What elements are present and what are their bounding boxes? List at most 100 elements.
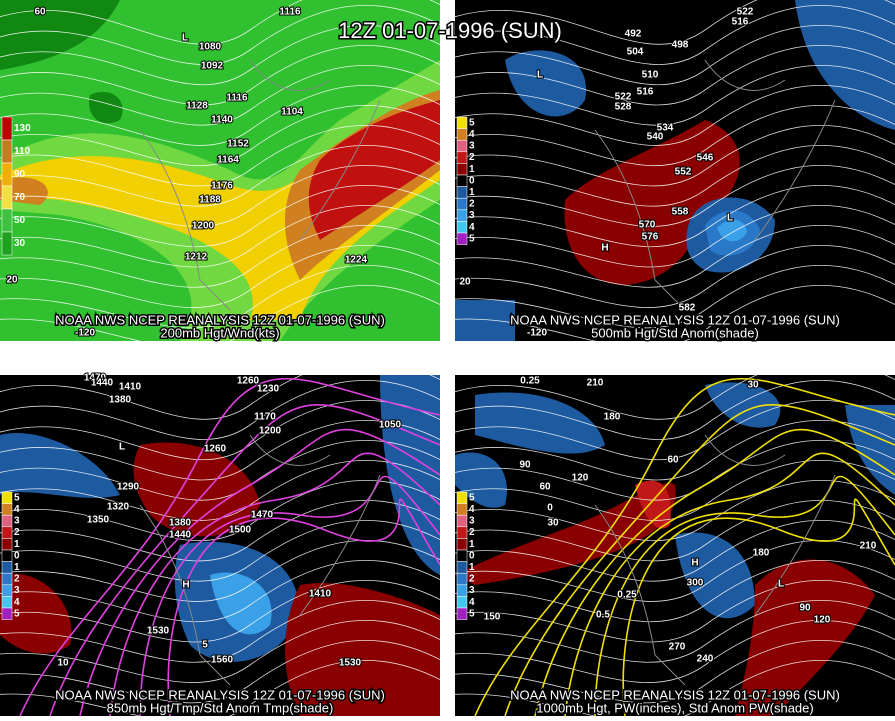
legend-label: 3 bbox=[469, 210, 475, 221]
contour-line bbox=[455, 619, 895, 683]
contour-label: 546 bbox=[697, 153, 714, 164]
legend-label: 2 bbox=[469, 574, 475, 585]
contour-label: 1188 bbox=[199, 195, 221, 206]
legend-swatch bbox=[456, 209, 468, 222]
legend-swatch bbox=[456, 163, 468, 176]
contour-line bbox=[0, 44, 440, 106]
contour-label: 1290 bbox=[117, 482, 140, 493]
legend-label: 0 bbox=[469, 175, 475, 186]
contour-label: 1440 bbox=[91, 378, 114, 389]
contour-label: L bbox=[119, 442, 125, 453]
contour-line bbox=[455, 164, 895, 227]
contour-line bbox=[0, 619, 440, 683]
contour-label: H bbox=[182, 580, 189, 591]
legend-swatch bbox=[1, 116, 13, 141]
contour-line bbox=[0, 144, 440, 207]
anomaly-shade bbox=[455, 382, 895, 619]
contour-line bbox=[0, 24, 440, 86]
legend-swatch bbox=[1, 503, 13, 516]
contour-label: 180 bbox=[604, 412, 621, 423]
contour-line bbox=[455, 659, 895, 716]
contour-label: 90 bbox=[519, 460, 531, 471]
contour-line bbox=[455, 579, 895, 643]
legend-swatch bbox=[1, 231, 13, 256]
isoline bbox=[79, 428, 440, 716]
contour-line bbox=[455, 539, 895, 602]
legend-label: 90 bbox=[14, 169, 26, 180]
contour-label: 570 bbox=[639, 220, 656, 231]
legend-label: 1 bbox=[469, 164, 475, 175]
legend-label: 5 bbox=[14, 492, 20, 503]
legend-label: 1 bbox=[469, 539, 475, 550]
contour-label: 5 bbox=[202, 640, 208, 651]
panel-content bbox=[455, 0, 895, 341]
legend-label: 5 bbox=[14, 608, 20, 619]
contour-label: 534 bbox=[657, 123, 674, 134]
contour-line bbox=[0, 0, 440, 45]
contour-line bbox=[455, 379, 895, 440]
contour-label: 576 bbox=[642, 232, 659, 243]
map-panel: 5432101234552251649849250451051652252853… bbox=[455, 0, 895, 342]
panel-source: NOAA NWS NCEP REANALYSIS 12Z 01-07-1996 … bbox=[510, 312, 840, 327]
legend-swatch bbox=[456, 514, 468, 528]
legend-label: 4 bbox=[469, 504, 475, 515]
panel-content bbox=[0, 375, 440, 716]
contour-line bbox=[455, 184, 895, 247]
legend-swatch bbox=[1, 607, 13, 620]
isoline bbox=[534, 428, 895, 716]
legend-swatch bbox=[1, 549, 13, 562]
contour-label: 1380 bbox=[169, 518, 192, 529]
anomaly-shade bbox=[455, 0, 895, 341]
contour-label: H bbox=[601, 243, 608, 254]
contour-label: 1380 bbox=[109, 395, 132, 406]
contour-label: 1530 bbox=[147, 626, 170, 637]
legend-label: 5 bbox=[469, 608, 475, 619]
contour-label: 516 bbox=[637, 87, 654, 98]
contour-line bbox=[0, 84, 440, 146]
legend-swatch bbox=[1, 491, 13, 504]
contour-line bbox=[0, 579, 440, 643]
contour-line bbox=[0, 539, 440, 602]
panel-caption: 200mb Hgt/Wnd(kts) bbox=[160, 325, 279, 340]
legend-label: 2 bbox=[469, 199, 475, 210]
legend-swatch bbox=[1, 139, 13, 164]
legend-swatch bbox=[456, 549, 468, 562]
contour-line bbox=[0, 639, 440, 704]
contour-label: L bbox=[537, 70, 543, 81]
legend-label: 50 bbox=[14, 215, 26, 226]
legend-label: 3 bbox=[14, 516, 20, 527]
legend-swatch bbox=[456, 491, 468, 504]
panel-caption: 500mb Hgt/Std Anom(shade) bbox=[591, 325, 759, 340]
contour-label: 1140 bbox=[211, 115, 233, 126]
contour-label: 1200 bbox=[192, 221, 215, 232]
contour-label: 516 bbox=[732, 17, 749, 28]
contour-line bbox=[0, 184, 440, 247]
contour-label: 0.25 bbox=[520, 376, 540, 387]
contour-label: 10 bbox=[57, 658, 69, 669]
contour-line bbox=[455, 64, 895, 126]
contour-line bbox=[455, 0, 895, 45]
contour-label: 1320 bbox=[107, 502, 130, 513]
contour-line bbox=[0, 375, 440, 420]
contour-label: 300 bbox=[687, 578, 704, 589]
contour-line bbox=[0, 164, 440, 227]
contour-label: 90 bbox=[799, 603, 811, 614]
anomaly-shade bbox=[210, 572, 272, 635]
anomaly-shade bbox=[0, 442, 440, 716]
contour-label: 1410 bbox=[119, 382, 142, 393]
contour-line bbox=[0, 104, 440, 167]
legend-label: 1 bbox=[469, 562, 475, 573]
coastline bbox=[594, 434, 836, 686]
anomaly-shade bbox=[564, 120, 740, 285]
anomaly-shade bbox=[308, 100, 440, 240]
isoline bbox=[564, 452, 895, 716]
contour-label: 30 bbox=[747, 380, 759, 391]
contour-label: 582 bbox=[679, 303, 696, 314]
isoline bbox=[167, 498, 440, 716]
contour-label: 1080 bbox=[199, 42, 222, 53]
contour-line bbox=[455, 44, 895, 106]
contour-line bbox=[0, 559, 440, 622]
contour-line bbox=[455, 639, 895, 704]
contour-label: 528 bbox=[615, 102, 632, 113]
